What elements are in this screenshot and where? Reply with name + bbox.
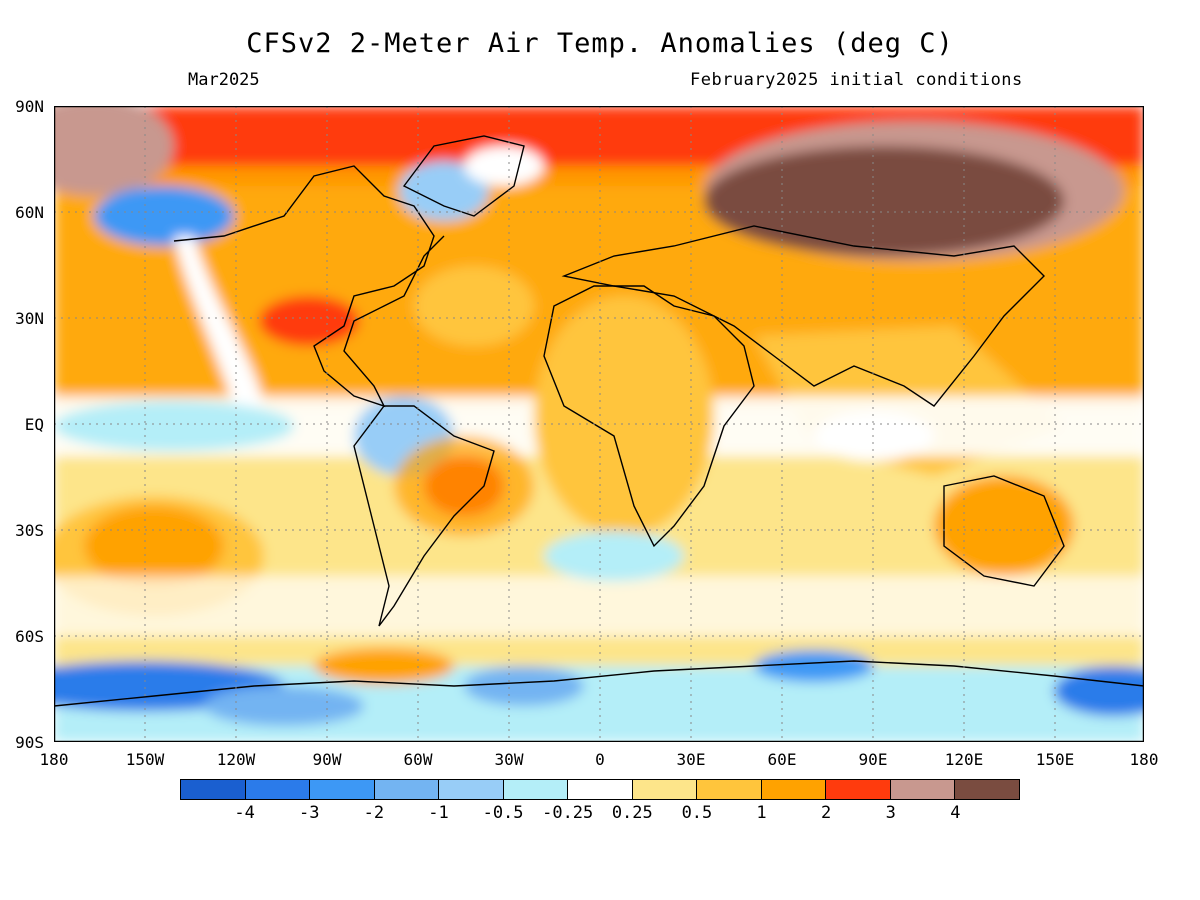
init-conditions-label: February2025 initial conditions	[690, 70, 1023, 90]
lon-label-0: 0	[595, 750, 605, 769]
lon-label-90e: 90E	[858, 750, 888, 769]
colorbar-tick-label: 0.5	[681, 803, 713, 823]
colorbar-swatch	[890, 780, 956, 799]
colorbar-tick-label: -1	[428, 803, 449, 823]
coastlines	[54, 135, 1144, 707]
colorbar-tick-label: -4	[234, 803, 255, 823]
lat-label-60s: 60S	[15, 627, 44, 646]
colorbar-tick-label: -0.5	[482, 803, 524, 823]
lon-label-90w: 90W	[312, 750, 342, 769]
lat-label-90s: 90S	[15, 733, 44, 752]
lat-label-30n: 30N	[15, 309, 44, 328]
colorbar-swatch	[826, 780, 891, 799]
lon-label-30e: 30E	[676, 750, 706, 769]
lon-label-180w: 180	[39, 750, 69, 769]
colorbar-tick-label: -2	[363, 803, 385, 823]
colorbar-tick-label: -0.25	[542, 803, 594, 823]
anomaly-field	[54, 106, 1144, 742]
colorbar-swatch	[697, 780, 762, 799]
lat-label-60n: 60N	[15, 203, 44, 222]
lon-label-150w: 150W	[125, 750, 165, 769]
lon-label-180e: 180	[1129, 750, 1159, 769]
lon-label-30w: 30W	[494, 750, 524, 769]
map-frame	[54, 106, 1144, 742]
colorbar-swatch	[374, 780, 440, 799]
colorbar-swatch	[181, 780, 246, 799]
lon-label-120w: 120W	[216, 750, 256, 769]
lon-label-60e: 60E	[767, 750, 797, 769]
colorbar-swatch	[310, 780, 375, 799]
lon-label-120e: 120E	[944, 750, 984, 769]
map-title: CFSv2 2-Meter Air Temp. Anomalies (deg C…	[246, 28, 954, 59]
colorbar-swatch	[568, 780, 633, 799]
colorbar-swatch	[439, 780, 504, 799]
colorbar-tick-label: 4	[950, 803, 961, 823]
colorbar-swatch	[632, 780, 698, 799]
colorbar-swatch	[245, 780, 311, 799]
graticule	[54, 106, 1144, 742]
colorbar-tick-label: 2	[821, 803, 832, 823]
colorbar	[180, 779, 1020, 800]
lat-label-eq: EQ	[24, 415, 44, 434]
colorbar-tick-label: 3	[885, 803, 896, 823]
valid-month-label: Mar2025	[188, 70, 260, 90]
colorbar-swatch	[503, 780, 569, 799]
temperature-anomaly-map	[54, 106, 1144, 742]
colorbar-swatch	[761, 780, 827, 799]
colorbar-tick-label: -3	[298, 803, 320, 823]
colorbar-swatch	[955, 780, 1019, 799]
colorbar-tick-label: 1	[756, 803, 767, 823]
lon-label-150e: 150E	[1035, 750, 1075, 769]
lat-label-30s: 30S	[15, 521, 44, 540]
colorbar-tick-label: 0.25	[611, 803, 653, 823]
lat-label-90n: 90N	[15, 97, 44, 116]
lon-label-60w: 60W	[403, 750, 433, 769]
